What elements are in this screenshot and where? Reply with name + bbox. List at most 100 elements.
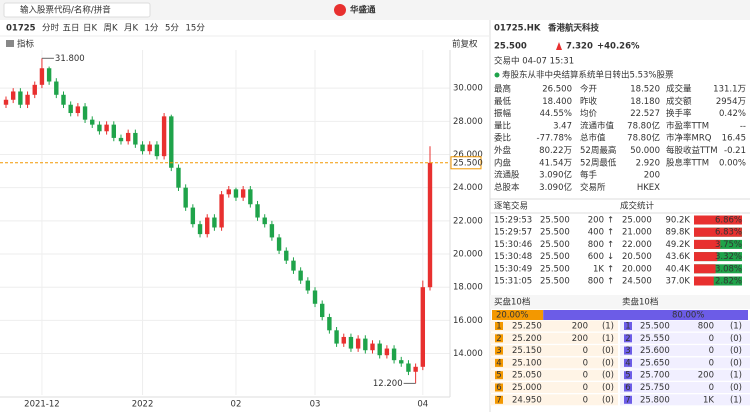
bid-price: 25.200 — [512, 334, 542, 344]
trade-direction: ↑ — [607, 228, 614, 238]
x-tick-label: 2022 — [132, 400, 154, 410]
candle-body — [305, 280, 311, 291]
y-tick-label: 26.000 — [453, 150, 483, 160]
candle-body — [370, 343, 375, 351]
candle-body — [161, 116, 167, 157]
bid-price: 24.950 — [512, 395, 542, 405]
trade-price: 25.500 — [540, 277, 570, 287]
level-number: 4 — [496, 358, 501, 368]
level-number: 1 — [496, 322, 501, 332]
candle-body — [54, 81, 59, 95]
level-number: 4 — [625, 358, 630, 368]
ask-orders: (0) — [730, 334, 742, 344]
level-badge — [624, 358, 632, 367]
stat-volume: 49.2K — [666, 240, 691, 250]
period-tab[interactable]: 周K — [104, 24, 119, 34]
candle-body — [176, 167, 181, 188]
quote-change-pct: +40.26% — [597, 42, 640, 52]
stat-bar — [694, 239, 721, 249]
ask-price: 25.800 — [640, 395, 670, 405]
stat-price: 22.000 — [622, 240, 652, 250]
min-annotation: 12.200 — [373, 379, 403, 389]
level-badge — [495, 334, 503, 343]
period-tab[interactable]: 月K — [124, 24, 139, 34]
trade-direction: ↑ — [607, 216, 614, 226]
period-tab[interactable]: 5分 — [165, 24, 179, 34]
ask-price: 25.650 — [640, 358, 670, 368]
stat-pct: 2.82% — [715, 277, 742, 287]
quote-name: 香港航天科技 — [547, 23, 600, 34]
candle-body — [284, 250, 289, 261]
stat-volume: 89.8K — [666, 228, 691, 238]
tab[interactable]: 逐笔交易 — [494, 201, 528, 212]
search-box[interactable] — [3, 2, 151, 18]
level-number: 3 — [496, 346, 501, 356]
trade-time: 15:30:48 — [494, 252, 532, 262]
level-badge — [624, 334, 632, 343]
stat-price: 24.500 — [622, 277, 652, 287]
stat-label: 量比 — [494, 120, 511, 131]
trade-time: 15:29:53 — [494, 216, 532, 226]
candle-body — [212, 217, 217, 228]
stat-label: 52周最高 — [580, 145, 616, 156]
stat-label: 委比 — [494, 133, 511, 144]
quote-price: 25.500 — [494, 42, 527, 52]
last-price-box — [450, 156, 482, 170]
stat-label: 振幅 — [494, 108, 512, 119]
ask-volume: 0 — [709, 334, 714, 344]
adjust-button[interactable]: 前复权 — [452, 39, 478, 50]
candle-body — [104, 124, 109, 132]
bid-volume: 0 — [583, 358, 588, 368]
ask-row-bg — [620, 345, 750, 357]
ask-orders: (1) — [730, 371, 742, 381]
indicator-button[interactable]: 指标 — [17, 39, 35, 50]
candle-body — [61, 94, 66, 105]
trade-time: 15:30:46 — [494, 240, 532, 250]
news-dot — [494, 72, 500, 78]
stat-value: 3.090亿 — [539, 182, 572, 193]
stat-label: 市盈率TTM — [666, 120, 709, 131]
period-tab[interactable]: 1分 — [145, 24, 159, 34]
stat-value: 26.500 — [542, 85, 572, 95]
news-link[interactable]: 寿股东从非中央结算系统单日转出5.53%股票 — [502, 70, 674, 81]
candle-body — [348, 336, 354, 349]
stat-value: 2954万 — [716, 97, 746, 107]
candle-body — [97, 124, 102, 132]
stat-volume: 37.0K — [666, 277, 691, 287]
trade-price: 25.500 — [540, 228, 570, 238]
stat-value: 80.22万 — [539, 146, 572, 156]
bid-row-bg — [490, 332, 618, 344]
period-tab[interactable]: 日K — [83, 24, 98, 34]
period-tab[interactable]: 分时 — [42, 23, 60, 34]
period-tab[interactable]: 15分 — [186, 24, 206, 34]
candle-body — [391, 348, 397, 361]
search-placeholder[interactable]: 输入股票代码/名称/拼音 — [20, 5, 111, 16]
stat-bar-bg — [694, 276, 742, 286]
trade-volume: 800 — [588, 277, 604, 287]
candle-body — [334, 330, 339, 344]
stat-value: 0.42% — [719, 109, 746, 119]
stat-label: 每手 — [580, 170, 598, 181]
quote-code: 01725.HK — [494, 24, 541, 34]
stat-value: HKEX — [637, 183, 660, 193]
bid-price: 25.250 — [512, 322, 542, 332]
candle-body — [25, 94, 30, 105]
level-badge — [495, 371, 503, 380]
candle-body — [219, 194, 224, 228]
candle-body — [111, 124, 116, 138]
level-badge — [495, 346, 503, 355]
bid-orders: (0) — [602, 358, 614, 368]
level-number: 7 — [625, 395, 630, 405]
tab[interactable]: 成交统计 — [620, 201, 655, 212]
trade-direction: ↑ — [607, 240, 614, 250]
trade-time: 15:31:05 — [494, 277, 532, 287]
bid-orders: (1) — [602, 334, 614, 344]
candle-body — [226, 189, 231, 195]
candle-body — [341, 336, 346, 344]
bid-volume: 0 — [583, 383, 588, 393]
stat-volume: 90.2K — [666, 216, 691, 226]
candle-body — [39, 68, 45, 85]
stat-label: 流通市值 — [580, 120, 615, 131]
stat-label: 总股本 — [494, 182, 520, 193]
period-tab[interactable]: 五日 — [63, 24, 80, 34]
